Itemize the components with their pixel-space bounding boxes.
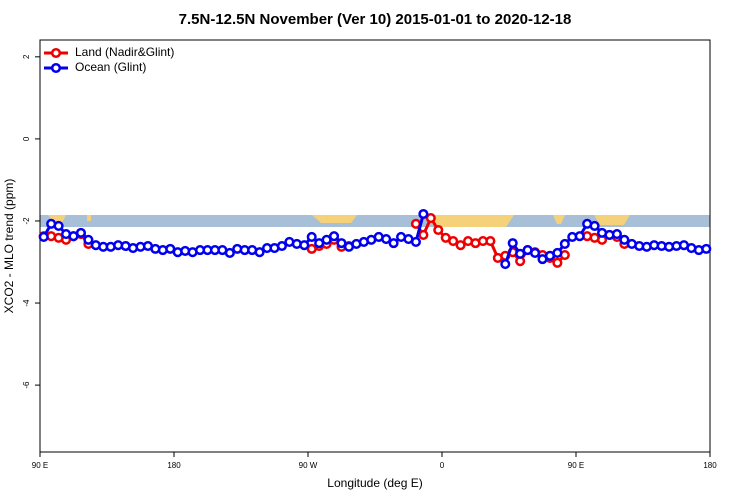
data-point — [433, 224, 444, 236]
data-point — [276, 240, 287, 252]
data-point — [530, 247, 541, 259]
y-axis-label: XCO2 - MLO trend (ppm) — [2, 179, 16, 314]
legend-marker — [50, 62, 62, 74]
y-tick-label: -4 — [22, 299, 31, 307]
x-tick-label: 0 — [440, 461, 445, 470]
data-point — [619, 234, 630, 245]
data-point — [611, 229, 622, 240]
data-point — [552, 247, 563, 259]
data-point — [410, 236, 421, 247]
y-tick-label: 2 — [22, 54, 31, 59]
legend-label: Land (Nadir&Glint) — [75, 45, 174, 59]
data-point — [83, 234, 94, 245]
data-point — [589, 220, 600, 231]
legend-marker — [50, 47, 62, 59]
legend-label: Ocean (Glint) — [75, 60, 146, 74]
data-point — [254, 247, 265, 258]
data-point — [224, 247, 235, 259]
data-point — [418, 208, 429, 220]
x-tick-label: 90 W — [299, 461, 318, 470]
x-axis-label: Longitude (deg E) — [327, 476, 422, 490]
data-point — [38, 231, 49, 243]
data-point — [485, 236, 496, 247]
data-point — [329, 231, 340, 242]
x-tick-label: 180 — [167, 461, 181, 470]
x-tick-label: 90 E — [32, 461, 48, 470]
data-point — [500, 259, 511, 270]
data-point — [574, 231, 585, 242]
data-point — [381, 233, 392, 245]
latitude-band — [40, 215, 710, 227]
data-point — [507, 238, 518, 249]
data-point — [299, 240, 310, 251]
chart-title: 7.5N-12.5N November (Ver 10) 2015-01-01 … — [179, 11, 572, 28]
land-pattern — [48, 215, 630, 227]
data-point — [701, 243, 712, 254]
data-point — [552, 257, 563, 268]
data-point — [306, 231, 317, 243]
data-point — [515, 248, 526, 259]
data-point — [388, 238, 399, 249]
y-tick-label: -2 — [22, 217, 31, 225]
data-point — [53, 220, 64, 231]
y-tick-label: -6 — [22, 381, 31, 389]
data-point — [336, 238, 347, 249]
y-tick-label: 0 — [22, 136, 31, 141]
data-point — [321, 234, 332, 245]
data-point — [425, 213, 436, 224]
data-point — [418, 229, 429, 240]
data-point — [559, 238, 570, 249]
x-tick-label: 180 — [703, 461, 717, 470]
data-point — [75, 227, 86, 238]
x-tick-label: 90 E — [568, 461, 584, 470]
data-point — [448, 236, 459, 247]
data-point — [455, 240, 466, 251]
